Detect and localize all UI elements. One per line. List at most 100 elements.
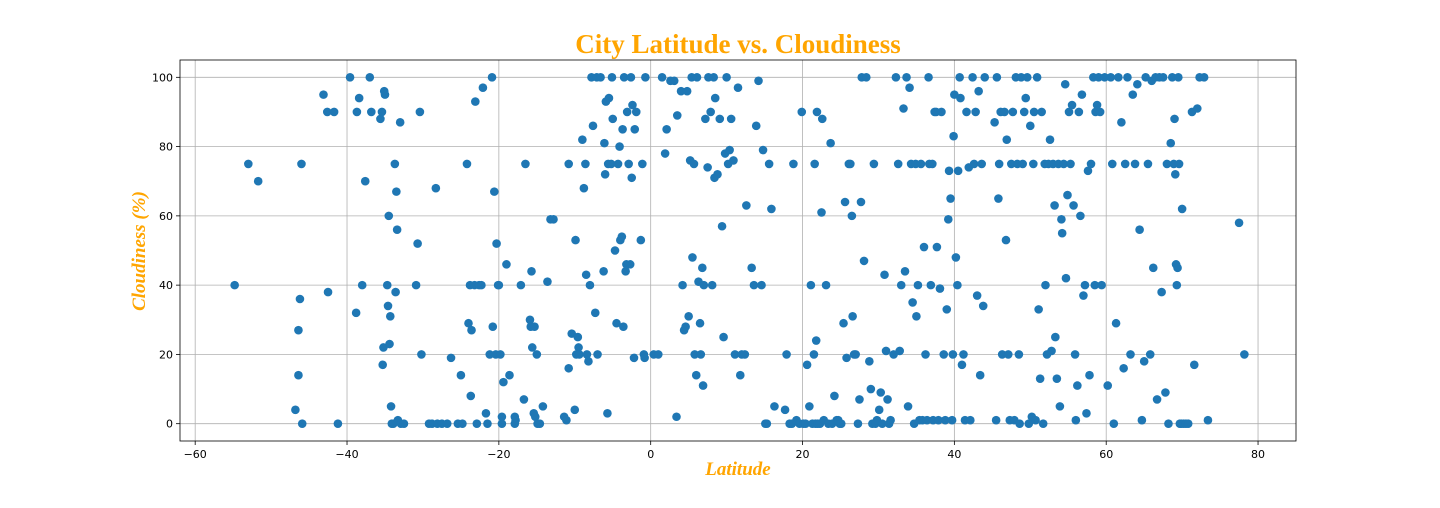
data-point bbox=[877, 419, 887, 428]
data-point bbox=[574, 343, 583, 352]
data-point bbox=[826, 138, 835, 148]
data-point bbox=[1063, 190, 1072, 200]
data-point bbox=[869, 159, 879, 169]
data-point bbox=[733, 83, 743, 93]
data-point bbox=[496, 350, 505, 359]
data-point bbox=[505, 370, 514, 380]
x-tick-label: −20 bbox=[487, 448, 510, 461]
data-point bbox=[944, 166, 954, 176]
data-point bbox=[1069, 201, 1078, 210]
data-point bbox=[530, 412, 540, 422]
x-tick-label: 40 bbox=[947, 448, 961, 461]
points-layer bbox=[230, 73, 1249, 428]
data-point bbox=[329, 107, 339, 117]
data-point bbox=[1172, 280, 1182, 290]
data-point bbox=[1008, 107, 1018, 117]
data-point bbox=[619, 322, 628, 332]
data-point bbox=[390, 159, 400, 169]
data-point bbox=[1001, 235, 1011, 245]
data-point bbox=[935, 284, 945, 293]
data-point bbox=[924, 73, 933, 82]
data-point bbox=[610, 246, 620, 255]
data-point bbox=[456, 370, 466, 380]
data-point bbox=[446, 353, 456, 363]
data-point bbox=[968, 73, 977, 82]
data-point bbox=[900, 266, 910, 276]
data-point bbox=[742, 201, 751, 210]
data-point bbox=[1019, 107, 1029, 117]
data-point bbox=[1189, 360, 1199, 370]
data-point bbox=[692, 73, 702, 82]
data-point bbox=[730, 350, 740, 359]
data-point bbox=[842, 353, 851, 363]
data-point bbox=[699, 280, 709, 290]
x-axis-label: Latitude bbox=[704, 459, 771, 480]
data-point bbox=[351, 308, 361, 318]
data-point bbox=[896, 280, 906, 290]
data-point bbox=[1128, 90, 1138, 99]
data-point bbox=[619, 73, 629, 82]
data-point bbox=[1097, 280, 1106, 290]
data-point bbox=[477, 280, 486, 290]
data-point bbox=[603, 408, 612, 418]
data-point bbox=[830, 391, 839, 401]
data-point bbox=[519, 395, 529, 404]
data-point bbox=[891, 73, 901, 82]
data-point bbox=[684, 312, 693, 321]
data-point bbox=[607, 73, 617, 82]
data-point bbox=[230, 280, 239, 290]
data-point bbox=[672, 412, 681, 422]
data-point bbox=[1000, 107, 1009, 117]
data-point bbox=[1173, 263, 1182, 273]
x-tick-label: 80 bbox=[1251, 448, 1265, 461]
data-point bbox=[1003, 350, 1013, 359]
x-tick-label: −60 bbox=[184, 448, 207, 461]
data-point bbox=[1114, 73, 1123, 82]
data-point bbox=[947, 415, 957, 425]
data-point bbox=[698, 381, 708, 390]
data-point bbox=[367, 107, 376, 117]
data-point bbox=[360, 176, 370, 186]
data-point bbox=[994, 159, 1004, 169]
data-point bbox=[1164, 419, 1173, 428]
data-point bbox=[992, 73, 1002, 82]
data-point bbox=[384, 211, 394, 221]
data-point bbox=[1092, 100, 1102, 110]
data-point bbox=[780, 405, 790, 415]
data-point bbox=[698, 263, 707, 273]
data-point bbox=[538, 402, 548, 411]
data-point bbox=[1148, 263, 1158, 273]
data-point bbox=[244, 159, 253, 169]
data-point bbox=[1014, 350, 1024, 359]
data-point bbox=[621, 266, 630, 276]
data-point bbox=[853, 419, 863, 428]
data-point bbox=[959, 350, 968, 359]
data-point bbox=[848, 312, 857, 321]
data-point bbox=[376, 114, 385, 124]
data-point bbox=[1145, 350, 1155, 359]
data-point bbox=[582, 350, 592, 359]
data-point bbox=[471, 97, 480, 106]
data-point bbox=[691, 370, 701, 380]
data-point bbox=[812, 107, 822, 117]
data-point bbox=[600, 138, 609, 148]
data-point bbox=[391, 287, 400, 297]
data-point bbox=[297, 419, 307, 428]
data-point bbox=[631, 107, 641, 117]
data-point bbox=[862, 73, 871, 82]
data-point bbox=[1139, 357, 1149, 366]
data-point bbox=[1119, 363, 1128, 373]
data-point bbox=[975, 370, 985, 380]
data-point bbox=[932, 242, 942, 252]
data-point bbox=[955, 73, 964, 82]
data-point bbox=[1035, 374, 1045, 383]
data-point bbox=[319, 90, 328, 99]
data-point bbox=[599, 266, 608, 276]
data-point bbox=[913, 280, 923, 290]
data-point bbox=[1143, 159, 1153, 169]
data-point bbox=[525, 315, 535, 325]
data-point bbox=[977, 159, 986, 169]
data-point bbox=[380, 90, 390, 99]
data-point bbox=[1117, 118, 1126, 127]
data-point bbox=[521, 159, 530, 169]
